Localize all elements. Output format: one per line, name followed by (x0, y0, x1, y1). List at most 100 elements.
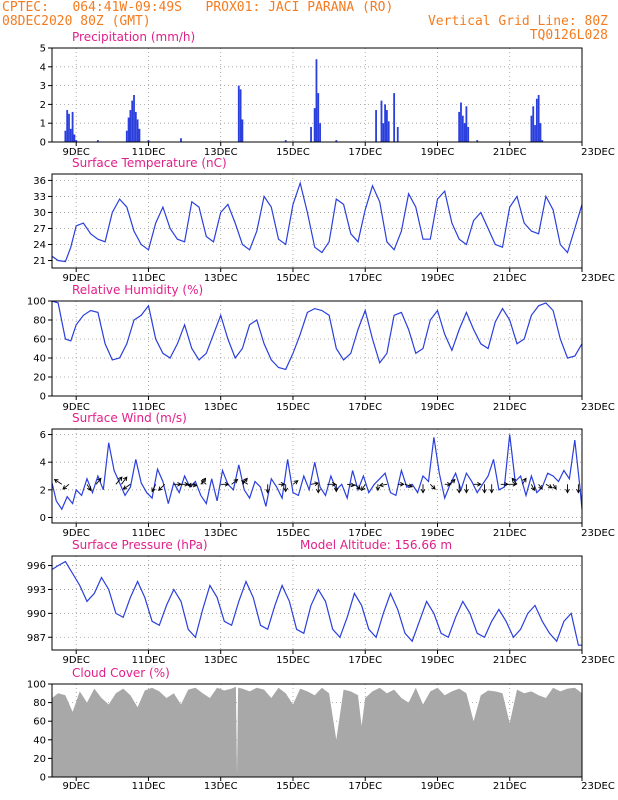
precip-bar (537, 95, 540, 142)
y-tick-label: 30 (33, 208, 46, 219)
wind-arrow (95, 477, 102, 485)
wind-arrow (538, 484, 543, 490)
wind-arrow (187, 482, 196, 488)
precip-bar (125, 130, 128, 142)
temperature-series-line (51, 180, 583, 263)
y-tick-label: 2 (40, 485, 46, 496)
precip-bar (315, 59, 318, 142)
y-tick-label: 60 (33, 717, 46, 728)
y-tick-label: 60 (33, 335, 46, 346)
wind-arrow (347, 482, 356, 488)
y-tick-label: 40 (33, 735, 46, 746)
x-tick-label: 23DEC (581, 781, 615, 792)
precip-bar (138, 128, 141, 142)
precip-bar (476, 140, 479, 142)
wind-arrow (231, 478, 239, 485)
precip-bar (535, 98, 538, 142)
x-tick-label: 15DEC (276, 781, 310, 792)
x-tick-label: 9DEC (63, 781, 90, 792)
x-tick-label: 17DEC (348, 655, 382, 666)
y-tick-label: 987 (27, 633, 46, 644)
precip-bar (127, 117, 130, 142)
x-tick-label: 21DEC (493, 402, 527, 413)
wind-arrow (545, 483, 553, 489)
wind-arrow (121, 476, 128, 485)
wind-arrow (315, 484, 321, 494)
x-tick-label: 23DEC (581, 147, 615, 158)
precip-bar (237, 85, 240, 142)
x-tick-label: 21DEC (493, 273, 527, 284)
wind-arrow (62, 483, 70, 490)
precip-bar (335, 140, 338, 142)
precip-bar (396, 126, 399, 142)
precip-bar (541, 140, 544, 142)
pressure-panel: Surface Pressure (hPa) Model Altitude: 15… (27, 538, 615, 666)
x-tick-label: 9DEC (63, 273, 90, 284)
precip-bar (317, 93, 320, 142)
wind-arrow (378, 482, 387, 488)
x-tick-label: 9DEC (63, 528, 90, 539)
x-tick-label: 11DEC (132, 781, 166, 792)
wind-arrow (278, 482, 286, 487)
wind-arrow (158, 483, 166, 491)
wind-title: Surface Wind (m/s) (72, 411, 187, 425)
header-line1: CPTEC: 064:41W-09:49S PROX01: JACI PARAN… (2, 0, 394, 15)
wind-arrow (122, 483, 131, 490)
precip-bar (241, 119, 244, 142)
pressure-series-line (51, 560, 582, 646)
precip-bar (539, 123, 542, 142)
cloud-cover-frame (51, 683, 583, 778)
precipitation-panel: Precipitation (mm/h) 0 1 2 3 4 5 9DEC 11DEC 13DEC… (40, 30, 615, 158)
wind-grid (52, 429, 583, 523)
y-tick-label: 0 (40, 392, 46, 403)
precip-bar (463, 123, 466, 142)
y-tick-label: 993 (27, 585, 46, 596)
wind-arrow (565, 484, 570, 494)
wind-arrow (53, 478, 63, 485)
wind-arrow (283, 484, 289, 493)
y-tick-label: 996 (27, 561, 46, 572)
y-tick-label: 4 (40, 458, 46, 469)
precip-bar (96, 140, 99, 142)
x-tick-label: 15DEC (276, 147, 310, 158)
cloud-cover-title: Cloud Cover (%) (72, 666, 170, 680)
x-tick-label: 17DEC (348, 781, 382, 792)
precip-bar (66, 110, 69, 142)
wind-arrow (464, 484, 469, 494)
precip-bar (467, 126, 470, 142)
wind-arrow (429, 483, 436, 490)
humidity-frame (51, 300, 583, 397)
y-tick-label: 0 (40, 513, 46, 524)
precip-bar (460, 102, 462, 142)
precip-bar (73, 134, 76, 142)
precip-bar (380, 100, 383, 142)
precip-bar (393, 93, 396, 142)
wind-arrow (482, 484, 487, 494)
x-tick-label: 15DEC (276, 402, 310, 413)
cloud-cover-panel: Cloud Cover (%) 0 20 40 60 80 100 9DEC 11DEC 13DE… (27, 666, 615, 792)
wind-series-line (51, 434, 583, 511)
y-tick-label: 20 (33, 373, 46, 384)
x-tick-label: 23DEC (581, 655, 615, 666)
wind-arrow (361, 484, 366, 492)
x-tick-label: 21DEC (493, 147, 527, 158)
precip-bar (136, 119, 139, 142)
precip-bar (382, 123, 385, 142)
x-tick-label: 21DEC (493, 528, 527, 539)
wind-arrow (220, 482, 230, 487)
wind-arrow (310, 481, 320, 486)
x-tick-label: 19DEC (421, 655, 455, 666)
precip-bar (239, 89, 242, 142)
x-tick-label: 11DEC (132, 655, 166, 666)
wind-frame (51, 428, 583, 524)
precip-bar (384, 104, 387, 142)
precip-bar (534, 125, 536, 142)
y-tick-label: 3 (40, 81, 46, 92)
y-tick-label: 36 (33, 176, 46, 187)
y-tick-label: 2 (40, 100, 46, 111)
wind-arrow (115, 476, 123, 485)
precip-bar (313, 108, 316, 142)
temperature-grid (52, 174, 583, 268)
precipitation-title: Precipitation (mm/h) (72, 30, 195, 44)
